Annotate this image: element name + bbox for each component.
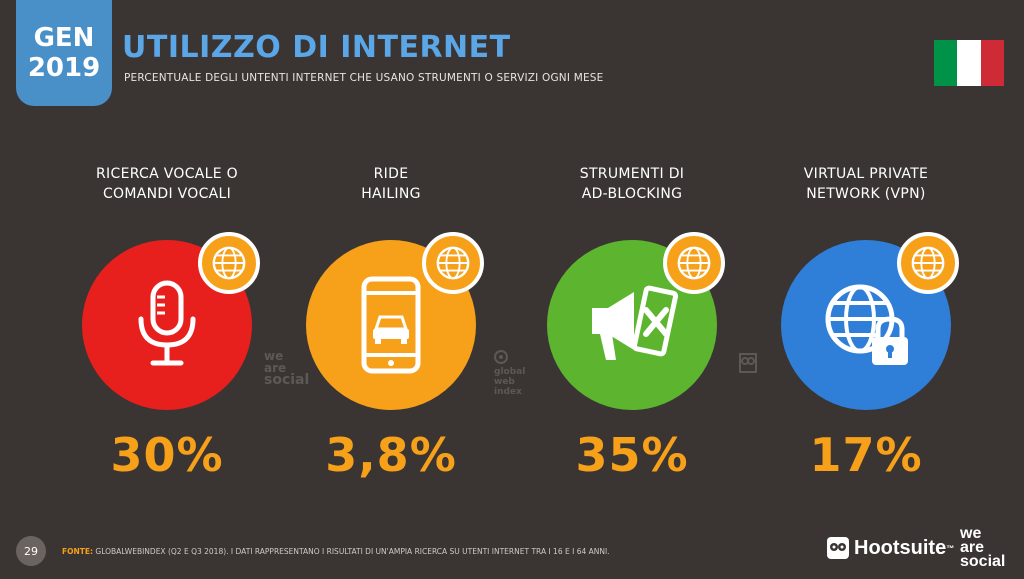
source-note: FONTE: GLOBALWEBINDEX (Q2 E Q3 2018). I … <box>62 547 610 556</box>
trademark: ™ <box>946 543 955 553</box>
card-value: 35% <box>575 428 689 482</box>
card-value: 17% <box>809 428 923 482</box>
card-label: STRUMENTI DI AD-BLOCKING <box>517 164 747 214</box>
globe-badge <box>663 232 725 294</box>
italy-flag-icon <box>934 40 1004 86</box>
flag-stripe-red <box>980 40 1004 86</box>
globe-icon <box>677 246 711 280</box>
hootsuite-wordmark: Hootsuite <box>854 536 947 559</box>
card-circle <box>547 240 717 410</box>
watermark-we-are-social: we are social <box>264 349 310 388</box>
card-label-line2: AD-BLOCKING <box>581 186 683 202</box>
watermark-owl <box>738 352 758 376</box>
card-label-line1: RICERCA VOCALE O <box>96 166 238 182</box>
globe-badge <box>422 232 484 294</box>
badge-year: 2019 <box>27 53 101 83</box>
card-label-line1: VIRTUAL PRIVATE <box>803 166 929 182</box>
stat-card-ride-hailing: RIDE HAILING 3,8% <box>276 164 506 482</box>
hootsuite-owl-icon <box>827 537 849 559</box>
microphone-icon <box>138 280 196 366</box>
watermark-line: are <box>264 361 287 375</box>
globe-icon <box>212 246 246 280</box>
globe-badge <box>897 232 959 294</box>
gwi-logo-icon <box>494 350 508 364</box>
globe-icon <box>911 246 945 280</box>
logo-line: we <box>960 525 982 542</box>
card-icon-wrap <box>781 232 959 410</box>
card-icon-wrap <box>306 232 484 410</box>
card-label: RIDE HAILING <box>276 164 506 214</box>
watermark-gwi: global web index <box>494 350 525 397</box>
page-number: 29 <box>16 536 46 566</box>
page-title: UTILIZZO DI INTERNET <box>122 30 511 65</box>
card-label-line2: COMANDI VOCALI <box>102 186 232 202</box>
logo-line: are <box>960 539 985 556</box>
hootsuite-owl-icon <box>739 353 757 373</box>
globe-lock-icon <box>825 284 908 365</box>
logo-line: social <box>960 553 1006 570</box>
flag-stripe-green <box>934 40 958 86</box>
card-label: RICERCA VOCALE O COMANDI VOCALI <box>52 164 282 214</box>
card-label-line2: HAILING <box>361 186 421 202</box>
stat-card-voice: RICERCA VOCALE O COMANDI VOCALI <box>52 164 282 482</box>
watermark-line: global <box>494 367 526 377</box>
badge-month: GEN <box>33 23 95 53</box>
stat-card-ad-blocking: STRUMENTI DI AD-BLOCKING 35% <box>517 164 747 482</box>
date-badge: GEN 2019 <box>16 0 112 106</box>
watermark-line: we <box>264 349 284 363</box>
card-icon-wrap <box>82 232 260 410</box>
card-icon-wrap <box>547 232 725 410</box>
we-are-social-logo: we are social <box>960 525 1016 570</box>
globe-badge <box>198 232 260 294</box>
card-label-line2: NETWORK (VPN) <box>806 186 926 202</box>
smartphone-car-icon <box>361 276 421 374</box>
page-subtitle: PERCENTUALE DEGLI UNTENTI INTERNET CHE U… <box>124 72 604 84</box>
hootsuite-logo: Hootsuite ™ <box>826 536 954 560</box>
watermark-line: index <box>494 387 522 397</box>
ad-block-megaphone-icon <box>592 285 679 360</box>
watermark-line: social <box>264 372 310 388</box>
globe-icon <box>436 246 470 280</box>
card-label-line1: RIDE <box>373 166 409 182</box>
source-label: FONTE: <box>62 547 94 556</box>
card-value: 3,8% <box>325 428 457 482</box>
source-text: GLOBALWEBINDEX (Q2 E Q3 2018). I DATI RA… <box>95 547 610 556</box>
card-value: 30% <box>110 428 224 482</box>
flag-stripe-white <box>957 40 981 86</box>
stat-card-vpn: VIRTUAL PRIVATE NETWORK (VPN) <box>751 164 981 482</box>
watermark-line: web <box>494 377 515 387</box>
card-label: VIRTUAL PRIVATE NETWORK (VPN) <box>751 164 981 214</box>
card-label-line1: STRUMENTI DI <box>579 166 685 182</box>
